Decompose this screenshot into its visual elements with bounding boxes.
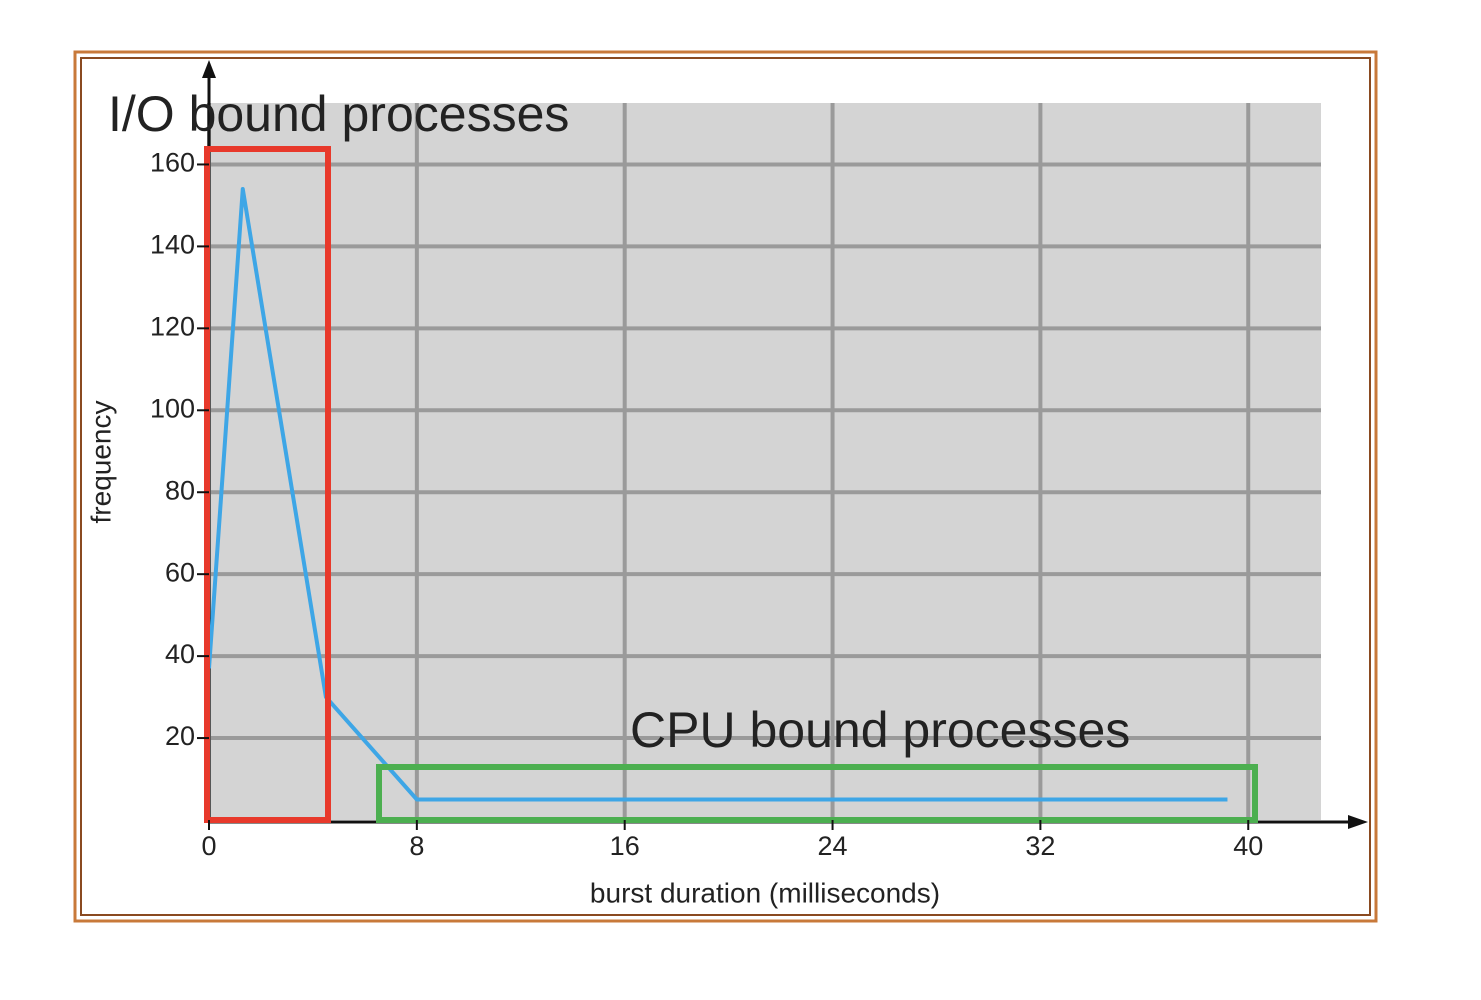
plot-area (209, 103, 1321, 820)
io-region-box (204, 146, 331, 823)
y-tick-label: 120 (150, 311, 195, 341)
frame-outer (73, 50, 1378, 923)
y-tick-label: 100 (150, 393, 195, 423)
x-tick-label: 8 (409, 831, 424, 861)
io-annotation: I/O bound processes (108, 86, 569, 142)
frame-inner (80, 57, 1371, 916)
y-tick-label: 20 (165, 721, 195, 751)
y-tick-label: 60 (165, 557, 195, 587)
x-tick-label: 32 (1025, 831, 1055, 861)
cpu-region-box (376, 764, 1258, 823)
y-axis-arrow (202, 60, 216, 78)
x-tick-label: 0 (201, 831, 216, 861)
x-axis-label: burst duration (milliseconds) (590, 877, 940, 908)
y-tick-label: 140 (150, 230, 195, 260)
x-tick-label: 24 (818, 831, 848, 861)
x-tick-label: 40 (1233, 831, 1263, 861)
y-tick-label: 40 (165, 639, 195, 669)
y-axis-label: frequency (85, 401, 116, 524)
y-tick-label: 160 (150, 148, 195, 178)
x-tick-label: 16 (610, 831, 640, 861)
x-axis-arrow (1348, 815, 1368, 829)
cpu-annotation: CPU bound processes (630, 702, 1130, 758)
y-tick-label: 80 (165, 475, 195, 505)
